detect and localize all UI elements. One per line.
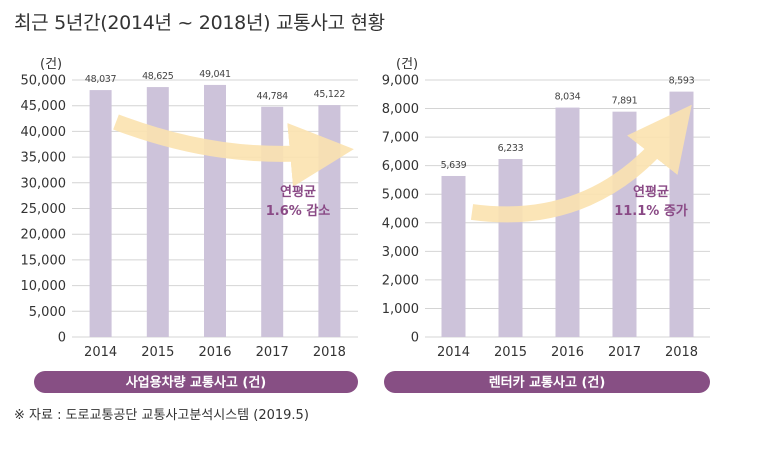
data-label: 8,034 — [555, 92, 581, 103]
y-tick-label: 50,000 — [21, 74, 67, 89]
y-tick-label: 1,000 — [382, 302, 419, 317]
x-tick-label: 2014 — [437, 345, 470, 360]
trend-annotation: 연평균 — [280, 184, 316, 200]
chart-commercial-vehicles: (건) 0 5,000 10,000 15,000 20,000 25,000 30,000 3… — [21, 57, 358, 393]
caption-text: 렌터카 교통사고 (건) — [489, 375, 606, 391]
bar — [146, 87, 169, 337]
y-tick-label: 30,000 — [21, 176, 67, 191]
y-tick-label: 40,000 — [21, 125, 67, 140]
y-tick-label: 9,000 — [382, 74, 419, 89]
y-tick-label: 2,000 — [382, 273, 419, 288]
x-tick-label: 2014 — [84, 345, 117, 360]
data-label: 5,639 — [441, 160, 467, 171]
caption-banner — [384, 371, 710, 393]
y-tick-label: 0 — [411, 331, 419, 346]
y-tick-label: 35,000 — [21, 151, 67, 166]
y-unit-label: (건) — [396, 57, 418, 72]
data-label: 48,037 — [85, 74, 117, 85]
y-unit-label: (건) — [40, 57, 62, 72]
y-tick-label: 7,000 — [382, 131, 419, 146]
bar — [612, 111, 637, 337]
bar — [204, 84, 226, 337]
y-tick-label: 6,000 — [382, 159, 419, 174]
trend-annotation: 1.6% 감소 — [266, 204, 331, 219]
x-tick-label: 2018 — [313, 345, 346, 360]
y-tick-label: 15,000 — [21, 253, 67, 268]
y-tick-label: 4,000 — [382, 216, 419, 231]
y-tick-label: 8,000 — [382, 102, 419, 117]
bar — [89, 90, 112, 338]
data-label: 48,625 — [142, 71, 174, 82]
trend-arrow — [470, 104, 692, 223]
y-tick-label: 3,000 — [382, 245, 419, 260]
bar — [261, 106, 284, 337]
data-label: 45,122 — [314, 89, 346, 100]
x-tick-label: 2015 — [494, 345, 527, 360]
data-label: 6,233 — [498, 143, 524, 154]
y-tick-label: 10,000 — [21, 279, 67, 294]
data-label: 49,041 — [199, 69, 231, 80]
x-tick-label: 2015 — [141, 345, 174, 360]
trend-arrow — [113, 114, 354, 187]
y-tick-label: 0 — [58, 331, 66, 346]
y-tick-label: 5,000 — [29, 305, 66, 320]
x-tick-label: 2017 — [256, 345, 289, 360]
caption-text: 사업용차량 교통사고 (건) — [126, 375, 267, 391]
data-label: 7,891 — [612, 96, 638, 107]
y-tick-label: 5,000 — [382, 188, 419, 203]
trend-annotation: 연평균 — [633, 184, 669, 200]
x-tick-label: 2018 — [665, 345, 698, 360]
page-title: 최근 5년간(2014년 ~ 2018년) 교통사고 현황 — [14, 12, 385, 34]
chart-rental-cars: (건) 0 1,000 2,000 3,000 4,000 5,000 6,000 7,000 8… — [382, 57, 710, 393]
bar — [498, 159, 523, 337]
data-label: 44,784 — [256, 91, 288, 102]
bar — [318, 105, 341, 337]
x-tick-label: 2017 — [608, 345, 641, 360]
caption-banner — [34, 371, 358, 393]
x-tick-label: 2016 — [198, 345, 231, 360]
y-tick-label: 25,000 — [21, 202, 67, 217]
data-label: 8,593 — [669, 76, 695, 87]
y-tick-label: 45,000 — [21, 99, 67, 114]
y-tick-label: 20,000 — [21, 228, 67, 243]
bar — [441, 175, 466, 337]
x-tick-label: 2016 — [551, 345, 584, 360]
source-note: ※ 자료 : 도로교통공단 교통사고분석시스템 (2019.5) — [14, 408, 309, 423]
bar — [555, 107, 580, 338]
trend-annotation: 11.1% 증가 — [614, 204, 688, 219]
